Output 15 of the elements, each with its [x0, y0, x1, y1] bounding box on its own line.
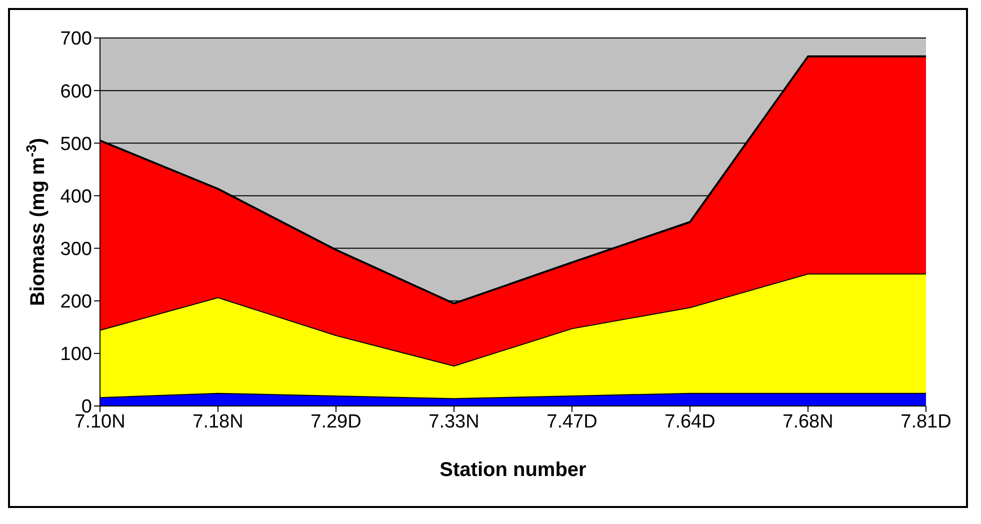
- y-tick-label: 300: [60, 239, 92, 260]
- y-tick-label: 600: [60, 81, 92, 102]
- y-tick-label: 700: [60, 28, 92, 50]
- y-tick-label: 100: [60, 344, 92, 366]
- x-tick-label: 7.64D: [664, 411, 716, 432]
- y-tick-label: 500: [60, 134, 92, 155]
- y-tick-label: 200: [60, 292, 92, 313]
- x-axis-title: Station number: [440, 459, 587, 481]
- x-tick-label: 7.29D: [310, 411, 362, 432]
- y-tick-label: 400: [60, 186, 92, 208]
- x-tick-label: 7.68N: [782, 411, 834, 432]
- x-tick-label: 7.47D: [546, 411, 598, 432]
- x-tick-label: 7.18N: [192, 411, 244, 432]
- x-tick-label: 7.81D: [900, 411, 952, 432]
- x-tick-label: 7.33N: [428, 411, 480, 432]
